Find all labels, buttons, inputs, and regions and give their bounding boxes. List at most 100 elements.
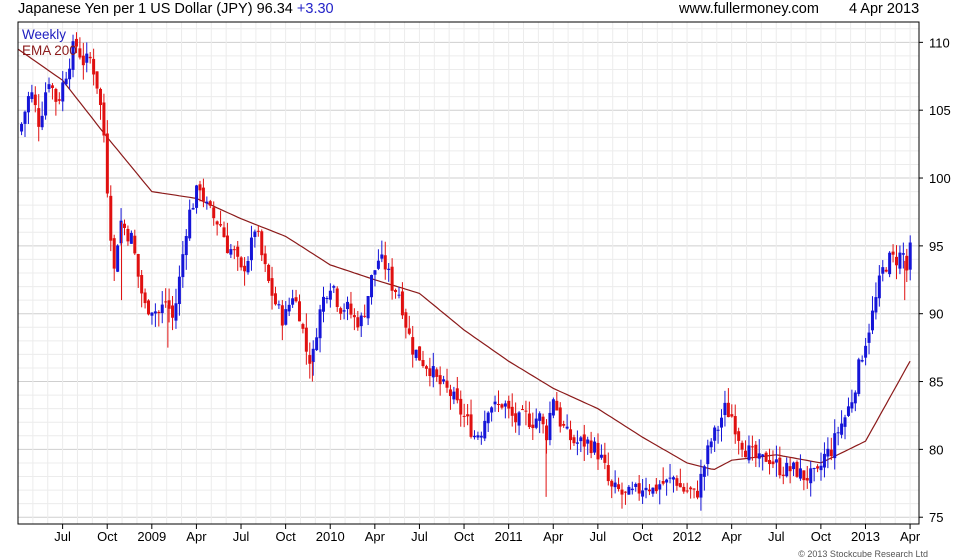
candle-up <box>195 185 199 208</box>
candle-up <box>373 270 377 275</box>
candle-down <box>418 346 422 361</box>
y-tick-label: 105 <box>929 103 951 118</box>
candle-up <box>181 254 185 278</box>
candle-up <box>26 96 30 113</box>
candle-up <box>644 487 648 491</box>
candle-down <box>891 251 895 255</box>
plot-frame <box>17 21 920 525</box>
candle-down <box>750 446 754 448</box>
candle-up <box>867 332 871 343</box>
candle-up <box>850 402 854 409</box>
candle-up <box>579 437 583 442</box>
candle-up <box>716 429 720 431</box>
candle-up <box>380 254 384 259</box>
candle-up <box>699 473 703 498</box>
candle-up <box>483 420 487 439</box>
candle-up <box>277 304 281 306</box>
candle-up <box>874 297 878 313</box>
candle-up <box>819 465 823 471</box>
candle-down <box>411 337 415 355</box>
candle-up <box>658 484 662 490</box>
candle-up <box>503 403 507 407</box>
candle-up <box>44 92 48 116</box>
candle-down <box>232 249 236 251</box>
candle-down <box>514 413 518 423</box>
candle-up <box>551 399 555 416</box>
candle-down <box>270 278 274 296</box>
candle-up <box>534 418 538 428</box>
y-tick-label: 95 <box>929 239 943 254</box>
candle-down <box>98 88 102 106</box>
candle-down <box>260 231 264 256</box>
candle-up <box>47 84 51 90</box>
candle-up <box>785 462 789 477</box>
copyright: © 2013 Stockcube Research Ltd <box>798 549 928 559</box>
candle-up <box>792 462 796 470</box>
candle-up <box>150 312 154 316</box>
candle-down <box>304 327 308 352</box>
candle-up <box>747 445 751 461</box>
candle-down <box>469 414 473 437</box>
candle-up <box>332 286 336 288</box>
candle-down <box>795 461 799 477</box>
candle-up <box>116 245 120 272</box>
ema-200-path <box>17 48 911 471</box>
candle-down <box>438 375 442 385</box>
site-link[interactable]: www.fullermoney.com <box>679 1 819 17</box>
candle-down <box>466 414 470 417</box>
candle-down <box>558 407 562 427</box>
candle-down <box>802 470 806 481</box>
candle-up <box>472 435 476 438</box>
candle-down <box>884 269 888 272</box>
candle-up <box>346 301 350 310</box>
candle-down <box>582 434 586 447</box>
candle-down <box>390 266 394 291</box>
x-axis: Jul Oct 2009 Apr Jul Oct 2010 Apr Jul Oct 2011 Apr J… <box>54 524 921 544</box>
candle-down <box>33 94 37 106</box>
candle-up <box>229 249 233 255</box>
gridlines <box>18 22 919 524</box>
candle-up <box>20 123 24 132</box>
candle-down <box>301 324 305 329</box>
candle-up <box>857 359 861 394</box>
candle-up <box>548 412 552 441</box>
candle-up <box>64 78 68 85</box>
candle-up <box>706 445 710 465</box>
x-tick-label: Jul <box>768 529 785 544</box>
x-tick-label: Apr <box>365 529 386 544</box>
legend-weekly: Weekly <box>22 27 67 42</box>
candle-up <box>888 252 892 275</box>
candle-up <box>342 310 346 312</box>
candle-up <box>452 391 456 400</box>
candle-down <box>297 301 301 322</box>
candle-down <box>394 289 398 293</box>
candle-down <box>404 312 408 328</box>
candle-down <box>78 48 82 58</box>
chart-title: Japanese Yen per 1 US Dollar (JPY) 96.34… <box>18 1 334 17</box>
candle-up <box>761 454 765 457</box>
candle-up <box>898 252 902 269</box>
candle-down <box>424 366 428 369</box>
candle-down <box>243 265 247 272</box>
candle-up <box>205 201 209 204</box>
candle-up <box>627 486 631 495</box>
candle-down <box>496 404 500 406</box>
candle-up <box>40 115 44 128</box>
x-tick-label: Apr <box>900 529 921 544</box>
candle-up <box>322 296 326 312</box>
candle-down <box>445 380 449 388</box>
candle-down <box>215 221 219 225</box>
y-tick-label: 75 <box>929 510 943 525</box>
candle-down <box>435 369 439 377</box>
candle-down <box>675 478 679 486</box>
candle-down <box>219 224 223 226</box>
candle-up <box>901 253 905 255</box>
candle-down <box>352 315 356 318</box>
candle-up <box>809 468 813 484</box>
candle-up <box>366 295 370 319</box>
candle-up <box>153 311 157 314</box>
x-tick-label: Oct <box>632 529 653 544</box>
candle-up <box>249 237 253 261</box>
candle-down <box>54 88 58 102</box>
